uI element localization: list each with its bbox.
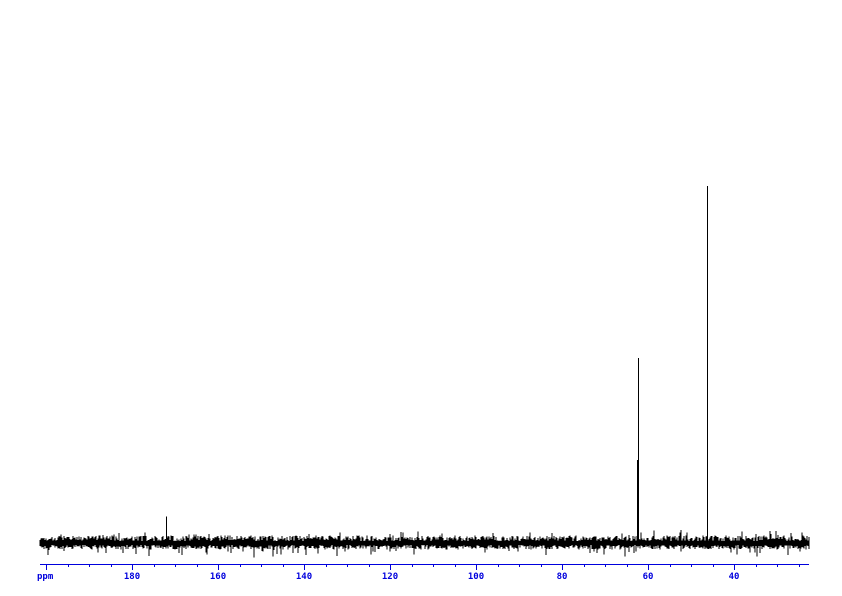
x-axis-tick-labels: 180 160 140 120 100 80 60 40 — [124, 572, 740, 582]
x-axis-tick-label-100: 100 — [468, 572, 484, 582]
x-axis-tick-label-120: 120 — [382, 572, 398, 582]
x-axis-tick-label-140: 140 — [296, 572, 312, 582]
x-axis-tick-label-160: 160 — [210, 572, 226, 582]
x-axis-tick-label-80: 80 — [557, 572, 568, 582]
x-axis — [40, 564, 809, 570]
x-axis-tick-label-60: 60 — [643, 572, 654, 582]
x-axis-tick-label-180: 180 — [124, 572, 140, 582]
spectrum-peaks — [166, 186, 708, 546]
baseline-noise-trace — [39, 529, 810, 558]
x-axis-tick-label-40: 40 — [729, 572, 740, 582]
x-axis-unit-label: ppm — [37, 572, 54, 582]
